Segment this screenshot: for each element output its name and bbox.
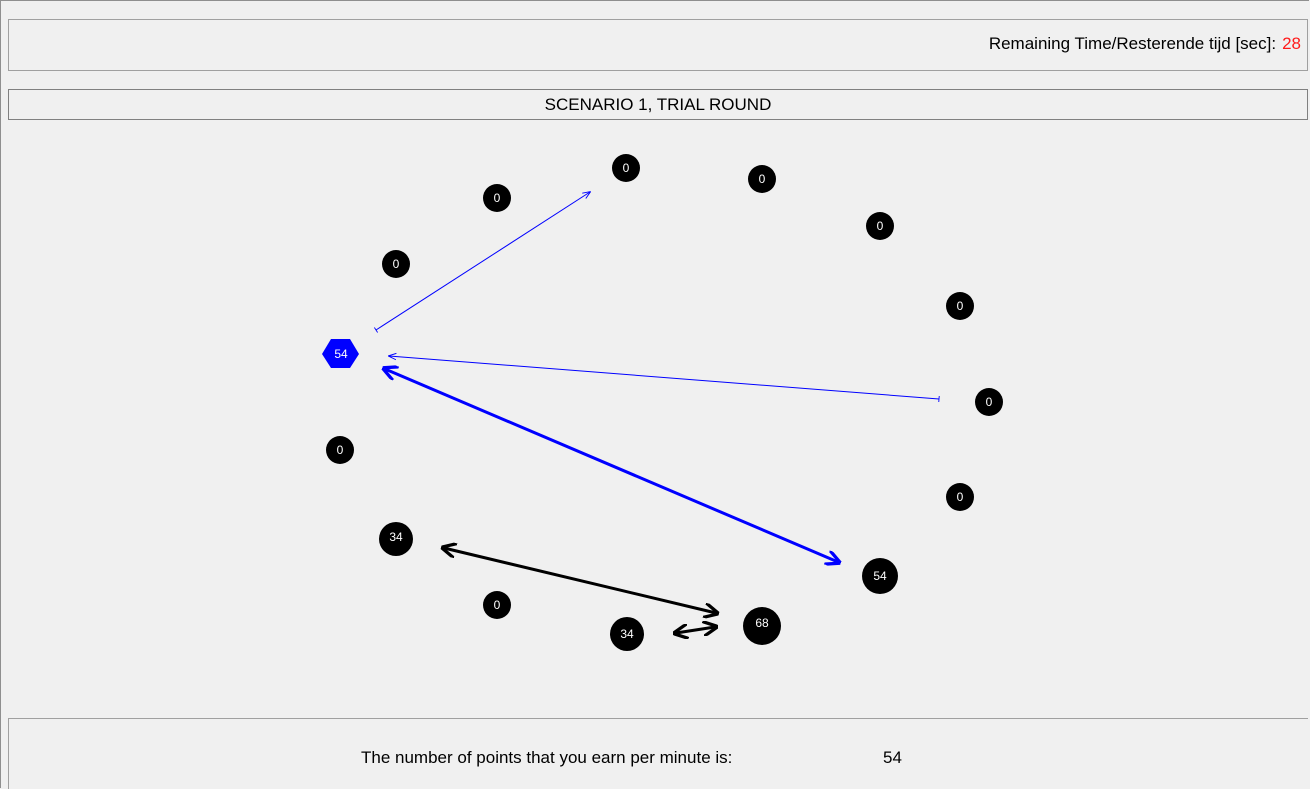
link-n11-n10[interactable]	[676, 627, 715, 633]
node-points: 54	[873, 569, 887, 583]
link-n13-n10[interactable]	[444, 548, 716, 613]
node-n3[interactable]: 0	[612, 154, 640, 182]
footer-panel: The number of points that you earn per m…	[8, 718, 1308, 789]
node-points: 0	[337, 443, 344, 457]
node-points: 34	[620, 627, 634, 641]
node-n11[interactable]: 34	[610, 617, 644, 651]
node-n6[interactable]: 0	[946, 292, 974, 320]
link-n7-to-self[interactable]	[389, 356, 939, 399]
link-self-to-n3[interactable]	[376, 192, 590, 330]
remaining-time-value: 28	[1282, 34, 1301, 53]
node-n2[interactable]: 0	[382, 250, 410, 278]
timer-panel: Remaining Time/Resterende tijd [sec]: 28	[8, 19, 1308, 71]
node-n9[interactable]: 54	[862, 558, 898, 594]
node-n5[interactable]: 0	[866, 212, 894, 240]
hexagon-icon	[322, 339, 359, 368]
node-n10[interactable]: 68	[743, 607, 781, 645]
remaining-time: Remaining Time/Resterende tijd [sec]: 28	[989, 34, 1301, 54]
scenario-title: SCENARIO 1, TRIAL ROUND	[544, 95, 772, 114]
node-points: 0	[494, 598, 501, 612]
remaining-time-label: Remaining Time/Resterende tijd [sec]:	[988, 34, 1277, 53]
node-n4[interactable]: 0	[748, 165, 776, 193]
points-per-minute-value: 54	[883, 748, 902, 767]
node-points: 34	[389, 530, 403, 544]
self-node[interactable]: 54	[322, 339, 359, 368]
node-points: 0	[986, 395, 993, 409]
node-n12[interactable]: 0	[483, 591, 511, 619]
node-points: 0	[759, 172, 766, 186]
node-points: 0	[494, 191, 501, 205]
node-n13[interactable]: 34	[379, 522, 413, 556]
link-self-n9[interactable]	[385, 369, 838, 562]
node-points: 0	[957, 299, 964, 313]
scenario-header: SCENARIO 1, TRIAL ROUND	[8, 89, 1308, 120]
node-points: 68	[755, 616, 769, 630]
node-points: 0	[877, 219, 884, 233]
node-points: 0	[623, 161, 630, 175]
node-n1[interactable]: 0	[483, 184, 511, 212]
node-n7[interactable]: 0	[975, 388, 1003, 416]
node-n14[interactable]: 0	[326, 436, 354, 464]
node-n8[interactable]: 0	[946, 483, 974, 511]
points-per-minute-label: The number of points that you earn per m…	[361, 748, 733, 767]
node-points: 0	[393, 257, 400, 271]
self-node-points: 54	[334, 347, 348, 361]
node-points: 0	[957, 490, 964, 504]
